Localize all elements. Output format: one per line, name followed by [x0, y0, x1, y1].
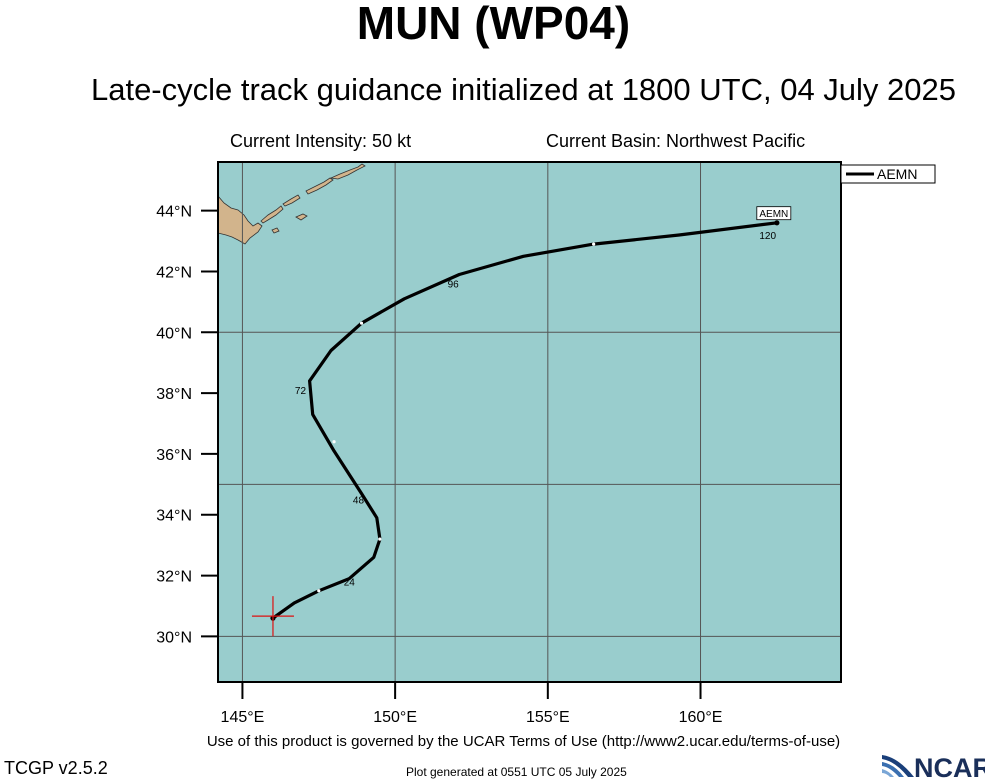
legend: AEMN	[840, 164, 936, 184]
lat-lon-grid	[218, 162, 841, 682]
kuril-island	[260, 205, 284, 224]
forecast-hour-label: 72	[295, 386, 307, 397]
forecast-hour-label: 96	[448, 280, 460, 291]
track-end-point	[774, 220, 780, 226]
map-subtitle: Late-cycle track guidance initialized at…	[90, 72, 957, 107]
version-label: TCGP v2.5.2	[4, 758, 108, 778]
kuril-island	[305, 177, 334, 195]
plot-frame	[217, 161, 842, 683]
ncar-logo: NCAR	[882, 753, 985, 780]
lat-tick-label: 40°N	[156, 325, 192, 342]
lat-tick-label: 44°N	[156, 204, 192, 221]
hokkaido-land	[218, 195, 263, 245]
lon-tick-label: 145°E	[221, 709, 265, 726]
track-6h-marker	[332, 440, 336, 444]
lon-tick-label: 155°E	[526, 709, 570, 726]
track-annotations: 24 48 72 96 120 AEMN	[251, 206, 792, 637]
track-line	[271, 221, 779, 620]
kuril-island	[329, 163, 366, 180]
map-title: MUN (WP04)	[356, 0, 631, 49]
lon-tick-label: 160°E	[679, 709, 723, 726]
kuril-island	[282, 194, 301, 207]
lat-tick-label: 36°N	[156, 447, 192, 464]
legend-box	[840, 164, 936, 184]
ocean-area	[218, 162, 841, 682]
axes: 30°N 32°N 34°N 36°N 38°N 40°N 42°N 44°N 145°E 150…	[156, 204, 722, 726]
forecast-hour-label: 48	[353, 496, 365, 507]
track-6h-marker	[378, 537, 382, 541]
lat-tick-label: 42°N	[156, 264, 192, 281]
lat-tick-label: 34°N	[156, 508, 192, 525]
current-intensity: Current Intensity: 50 kt	[230, 131, 412, 151]
ncar-swoosh-icon	[882, 755, 914, 777]
forecast-hour-label: 24	[344, 578, 356, 589]
lat-tick-label: 32°N	[156, 569, 192, 586]
legend-label: AEMN	[877, 166, 917, 182]
lat-tick-label: 38°N	[156, 386, 192, 403]
lat-tick-label: 30°N	[156, 629, 192, 646]
track-end-label-box	[756, 206, 792, 221]
terms-of-use: Use of this product is governed by the U…	[206, 733, 841, 750]
ncar-logo-text: NCAR	[914, 753, 985, 780]
generated-time: Plot generated at 0551 UTC 05 July 2025	[406, 765, 627, 779]
lon-tick-label: 150°E	[373, 709, 417, 726]
current-basin: Current Basin: Northwest Pacific	[546, 131, 806, 151]
track-6h-marker	[317, 589, 321, 593]
current-position-marker	[251, 596, 294, 637]
land-masses	[218, 163, 366, 245]
track-6h-marker	[592, 242, 596, 246]
forecast-hour-label: 120	[759, 231, 776, 242]
kuril-island	[295, 213, 308, 221]
kuril-island	[271, 227, 280, 234]
track-6h-marker	[359, 321, 364, 325]
track-end-label: AEMN	[759, 209, 788, 220]
